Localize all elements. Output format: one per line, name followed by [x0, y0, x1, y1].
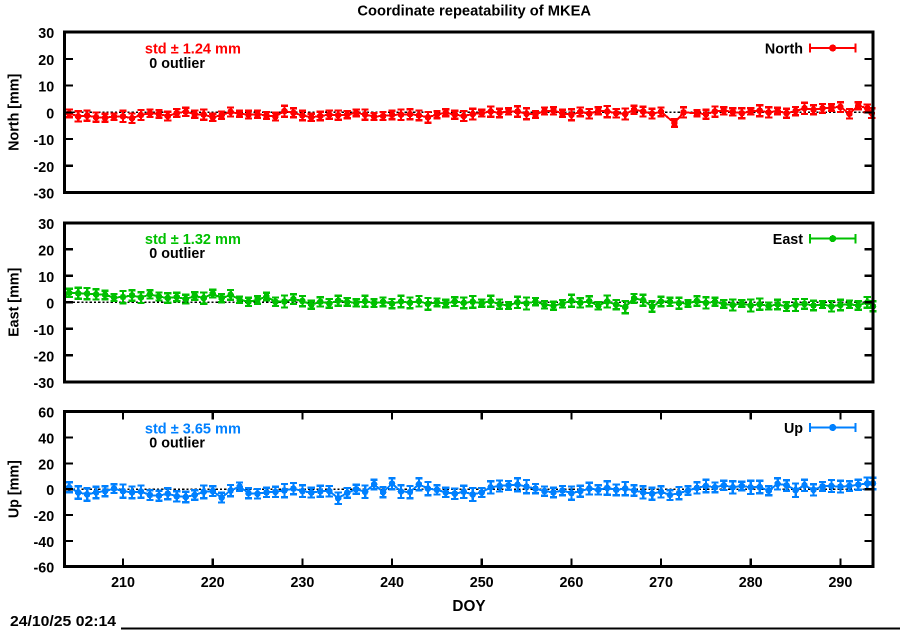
svg-text:-30: -30 [34, 376, 55, 392]
svg-text:std ± 1.32 mm: std ± 1.32 mm [145, 232, 241, 248]
svg-text:0 outlier: 0 outlier [149, 246, 205, 262]
svg-text:std ± 1.24 mm: std ± 1.24 mm [145, 42, 241, 58]
svg-text:East: East [773, 232, 803, 248]
svg-text:0 outlier: 0 outlier [149, 436, 205, 452]
svg-text:-20: -20 [34, 160, 55, 176]
svg-text:20: 20 [38, 243, 54, 259]
svg-text:250: 250 [470, 575, 494, 591]
svg-text:230: 230 [290, 575, 314, 591]
svg-text:Up: Up [784, 421, 803, 437]
svg-text:10: 10 [38, 80, 54, 96]
svg-text:0: 0 [46, 106, 54, 122]
svg-text:North [mm]: North [mm] [7, 74, 23, 151]
svg-text:-10: -10 [34, 133, 55, 149]
svg-text:30: 30 [38, 217, 54, 233]
svg-text:-40: -40 [34, 535, 55, 551]
svg-text:240: 240 [380, 575, 404, 591]
svg-text:-30: -30 [34, 187, 55, 203]
svg-text:30: 30 [38, 26, 54, 42]
svg-text:10: 10 [38, 270, 54, 286]
svg-text:210: 210 [111, 575, 135, 591]
svg-text:-20: -20 [34, 509, 55, 525]
svg-text:20: 20 [38, 53, 54, 69]
svg-text:North: North [765, 42, 803, 58]
svg-text:DOY: DOY [452, 598, 485, 615]
svg-text:Up [mm]: Up [mm] [7, 460, 23, 518]
svg-text:-10: -10 [34, 323, 55, 339]
svg-text:20: 20 [38, 457, 54, 473]
svg-text:-60: -60 [34, 561, 55, 577]
svg-text:260: 260 [559, 575, 583, 591]
svg-text:0 outlier: 0 outlier [149, 56, 205, 72]
svg-text:24/10/25 02:14: 24/10/25 02:14 [10, 614, 116, 630]
svg-text:290: 290 [828, 575, 852, 591]
svg-text:East [mm]: East [mm] [7, 268, 23, 337]
svg-text:40: 40 [38, 432, 54, 448]
svg-text:0: 0 [46, 483, 54, 499]
svg-text:0: 0 [46, 296, 54, 312]
svg-text:220: 220 [201, 575, 225, 591]
svg-text:Coordinate repeatability of MK: Coordinate repeatability of MKEA [357, 4, 591, 20]
svg-text:std ± 3.65 mm: std ± 3.65 mm [145, 422, 241, 438]
svg-text:270: 270 [649, 575, 673, 591]
svg-text:280: 280 [739, 575, 763, 591]
svg-text:-20: -20 [34, 349, 55, 365]
svg-text:60: 60 [38, 406, 54, 422]
